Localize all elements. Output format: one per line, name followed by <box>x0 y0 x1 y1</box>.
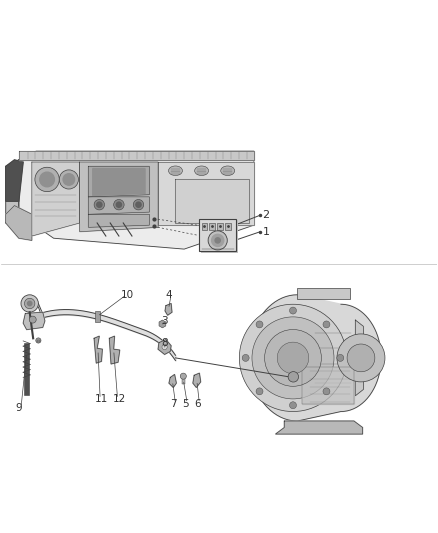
Text: 11: 11 <box>95 394 108 404</box>
Polygon shape <box>355 320 364 396</box>
Circle shape <box>29 316 36 323</box>
Polygon shape <box>165 303 172 315</box>
Circle shape <box>136 202 141 207</box>
Ellipse shape <box>221 166 235 175</box>
Circle shape <box>337 334 385 382</box>
Circle shape <box>114 199 124 210</box>
Polygon shape <box>19 160 254 249</box>
Polygon shape <box>88 197 149 214</box>
Circle shape <box>323 388 330 395</box>
Bar <box>217 223 223 230</box>
Circle shape <box>256 388 263 395</box>
Text: 10: 10 <box>121 290 134 300</box>
Polygon shape <box>19 151 254 160</box>
Text: 1: 1 <box>262 227 269 237</box>
Bar <box>225 223 231 230</box>
Circle shape <box>116 202 121 207</box>
Circle shape <box>337 354 344 361</box>
Circle shape <box>277 342 309 374</box>
Circle shape <box>265 329 321 386</box>
Text: 3: 3 <box>162 316 168 326</box>
Circle shape <box>252 317 334 399</box>
Polygon shape <box>158 162 254 225</box>
Circle shape <box>208 231 227 250</box>
Circle shape <box>212 235 224 246</box>
Polygon shape <box>302 367 354 403</box>
Polygon shape <box>32 162 80 236</box>
Bar <box>297 288 350 299</box>
FancyBboxPatch shape <box>199 219 237 251</box>
Polygon shape <box>88 214 149 228</box>
Text: 5: 5 <box>182 399 189 409</box>
Polygon shape <box>93 168 145 196</box>
Circle shape <box>59 170 78 189</box>
Polygon shape <box>88 166 149 197</box>
Circle shape <box>35 167 59 192</box>
Polygon shape <box>23 312 45 329</box>
Bar <box>182 376 185 384</box>
Circle shape <box>323 321 330 328</box>
Polygon shape <box>193 373 201 387</box>
Circle shape <box>40 172 54 187</box>
Circle shape <box>28 301 32 305</box>
Ellipse shape <box>194 166 208 175</box>
Bar <box>201 223 207 230</box>
Polygon shape <box>169 375 177 387</box>
Text: 9: 9 <box>16 403 22 413</box>
Circle shape <box>347 344 375 372</box>
Text: 4: 4 <box>166 290 173 300</box>
Polygon shape <box>6 206 32 240</box>
Circle shape <box>21 295 39 312</box>
Circle shape <box>239 304 346 411</box>
Circle shape <box>288 372 299 382</box>
Circle shape <box>290 402 297 409</box>
Bar <box>209 223 215 230</box>
Polygon shape <box>276 421 363 434</box>
Circle shape <box>162 344 167 350</box>
Text: 8: 8 <box>162 338 168 348</box>
Polygon shape <box>249 295 381 421</box>
Circle shape <box>36 338 41 343</box>
Circle shape <box>94 199 105 210</box>
Circle shape <box>242 354 249 361</box>
Text: 7: 7 <box>170 399 177 409</box>
Polygon shape <box>176 180 250 223</box>
Text: 12: 12 <box>113 394 126 404</box>
Polygon shape <box>158 340 171 354</box>
Polygon shape <box>19 151 254 160</box>
Polygon shape <box>94 336 102 363</box>
Polygon shape <box>80 162 158 232</box>
Bar <box>95 311 100 322</box>
Bar <box>25 343 29 395</box>
FancyBboxPatch shape <box>201 220 238 253</box>
Circle shape <box>25 298 35 309</box>
Circle shape <box>97 202 102 207</box>
Circle shape <box>215 238 220 243</box>
Polygon shape <box>6 160 19 223</box>
Circle shape <box>290 307 297 314</box>
Circle shape <box>63 174 74 185</box>
Ellipse shape <box>169 166 183 175</box>
Polygon shape <box>6 160 23 201</box>
Bar <box>37 340 40 342</box>
Circle shape <box>256 321 263 328</box>
Polygon shape <box>110 336 120 364</box>
Circle shape <box>133 199 144 210</box>
Text: 6: 6 <box>194 399 201 409</box>
Circle shape <box>180 373 186 379</box>
Text: 2: 2 <box>262 210 270 220</box>
